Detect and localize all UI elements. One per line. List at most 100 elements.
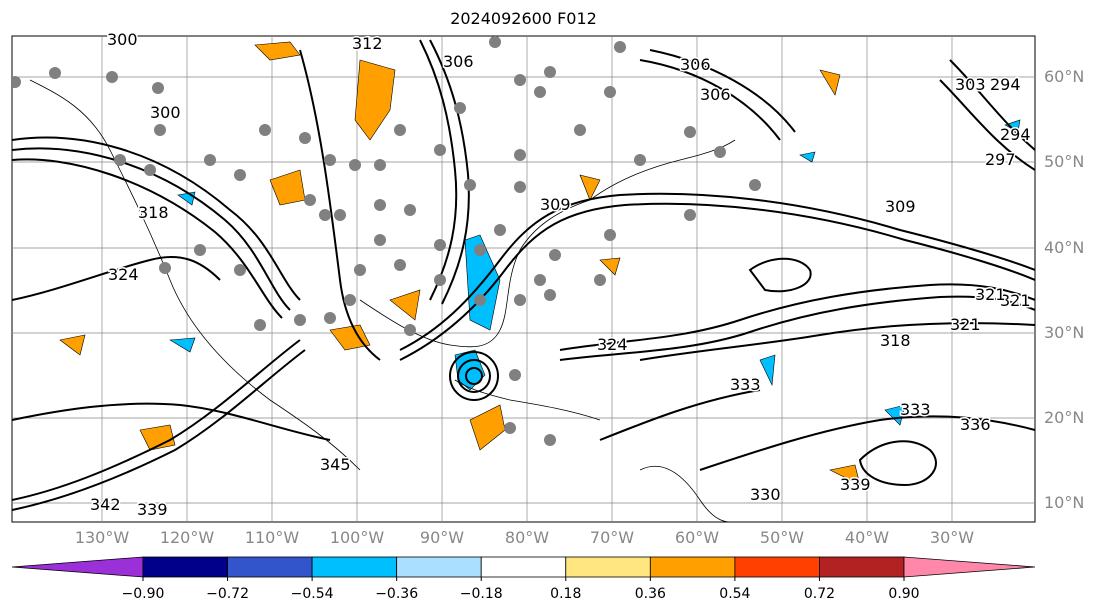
station-dot [464, 179, 476, 191]
station-dot [404, 204, 416, 216]
colorbar-segment [227, 556, 313, 578]
station-dot [404, 324, 416, 336]
lat-label: 50°N [1044, 152, 1085, 171]
lat-label: 20°N [1044, 408, 1085, 427]
colorbar-tick-label: 0.72 [803, 586, 836, 602]
contour-label: 345 [320, 455, 351, 474]
contour-label: 306 [700, 85, 731, 104]
station-dot [294, 314, 306, 326]
lon-label: 80°W [504, 528, 550, 547]
station-dot [574, 124, 586, 136]
station-dot [514, 294, 526, 306]
station-dot [49, 67, 61, 79]
lat-label: 60°N [1044, 67, 1085, 86]
station-dot [504, 422, 516, 434]
station-dot [304, 194, 316, 206]
station-dot [106, 71, 118, 83]
station-dot [324, 154, 336, 166]
contour-label: 297 [985, 150, 1016, 169]
station-dot [534, 274, 546, 286]
colorbar-tick-label: −0.72 [206, 586, 249, 602]
station-dot [514, 74, 526, 86]
contour-label: 333 [900, 400, 931, 419]
station-dot [434, 274, 446, 286]
contour-label: 306 [680, 55, 711, 74]
station-dot [489, 36, 501, 48]
station-dot [259, 124, 271, 136]
shading-layer [59, 41, 1021, 486]
station-dot [514, 181, 526, 193]
lon-label: 120°W [159, 528, 215, 547]
contour-label: 309 [885, 197, 916, 216]
station-dot [194, 244, 206, 256]
station-dot [299, 132, 311, 144]
station-dot [374, 199, 386, 211]
map-title: 2024092600 F012 [450, 9, 597, 28]
lon-label: 130°W [74, 528, 130, 547]
station-dot [319, 209, 331, 221]
colorbar-segment [565, 556, 651, 578]
station-dot [234, 264, 246, 276]
lon-label: 70°W [589, 528, 635, 547]
colorbar-segment [649, 556, 736, 578]
colorbar-segment [480, 556, 567, 578]
colorbar-tick-label: 0.90 [888, 586, 920, 602]
contour-label: 324 [597, 335, 628, 354]
station-dot [434, 239, 446, 251]
lat-label: 40°N [1044, 238, 1085, 257]
lat-label: 10°N [1044, 493, 1085, 512]
lon-label: 50°W [759, 528, 805, 547]
station-dot [544, 289, 556, 301]
station-dot [684, 209, 696, 221]
station-dot [354, 264, 366, 276]
station-dot [144, 164, 156, 176]
contour-label: 318 [138, 203, 169, 222]
station-dot [544, 434, 556, 446]
station-dot [12, 76, 21, 88]
contour-label: 321 [975, 285, 1006, 304]
lon-label: 40°W [844, 528, 890, 547]
contour-label: 312 [352, 34, 383, 53]
station-dot [749, 179, 761, 191]
contour-label: 342 [90, 495, 121, 514]
station-dot [254, 319, 266, 331]
colorbar-segment [734, 556, 820, 578]
station-dot [114, 154, 126, 166]
colorbar-tick-label: 0.18 [550, 586, 582, 602]
station-dot [159, 262, 171, 274]
colorbar-segment [142, 556, 228, 578]
colorbar-tick-label: 0.36 [634, 586, 666, 602]
colorbar-segment [396, 556, 482, 578]
contour-label: 336 [960, 415, 991, 434]
station-dot [544, 66, 556, 78]
lon-label: 90°W [419, 528, 465, 547]
colorbar-segment [819, 556, 905, 578]
station-dots [12, 36, 761, 446]
station-dot [154, 124, 166, 136]
contour-label: 300 [107, 30, 138, 49]
station-dot [534, 86, 546, 98]
contour-label: 339 [840, 475, 871, 494]
lon-label: 30°W [929, 528, 975, 547]
station-dot [334, 209, 346, 221]
station-dot [509, 369, 521, 381]
lon-label: 60°W [674, 528, 720, 547]
contour-label: 339 [137, 500, 168, 519]
station-dot [454, 102, 466, 114]
lon-label: 110°W [244, 528, 300, 547]
station-dot [394, 124, 406, 136]
station-dot [204, 154, 216, 166]
colorbar [11, 556, 1036, 581]
contour-label: 321 [1000, 291, 1031, 310]
station-dot [374, 159, 386, 171]
station-dot [549, 249, 561, 261]
contour-label: 294 [990, 75, 1021, 94]
contour-label: 318 [880, 331, 911, 350]
station-dot [494, 224, 506, 236]
station-dot [604, 86, 616, 98]
station-dot [324, 312, 336, 324]
colorbar-tick-label: −0.18 [459, 586, 503, 602]
contour-label: 330 [750, 485, 781, 504]
